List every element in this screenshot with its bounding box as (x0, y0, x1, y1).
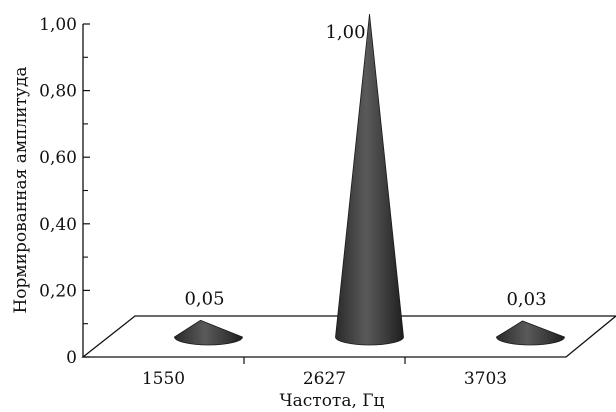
x-ticks: 1550 2627 3703 (142, 357, 507, 389)
y-tick-label: 0,40 (39, 215, 77, 235)
y-tick-label: 0 (66, 348, 77, 368)
cone-body (496, 320, 565, 346)
y-ticks: 0 0,20 0,40 0,60 0,80 1,00 (39, 15, 90, 368)
data-label: 0,03 (506, 289, 546, 310)
cone-3703: 0,03 (496, 289, 565, 346)
cone-body (174, 319, 243, 346)
data-label: 1,00 (325, 22, 365, 43)
cone-body (335, 13, 404, 346)
data-label: 0,05 (184, 288, 224, 309)
cone-1550: 0,05 (174, 288, 243, 346)
x-tick-label: 2627 (303, 369, 346, 389)
y-tick-label: 0,20 (39, 281, 77, 301)
x-tick-label: 1550 (142, 369, 185, 389)
cones: 0,05 1,00 0,03 (174, 13, 565, 346)
y-tick-label: 1,00 (39, 15, 77, 35)
x-tick-label: 3703 (464, 369, 507, 389)
y-tick-label: 0,80 (39, 82, 77, 102)
x-axis-label: Частота, Гц (280, 391, 385, 411)
y-axis-label: Нормированная амплитуда (11, 66, 31, 313)
cone-2627: 1,00 (325, 13, 404, 346)
y-tick-label: 0,60 (39, 148, 77, 168)
